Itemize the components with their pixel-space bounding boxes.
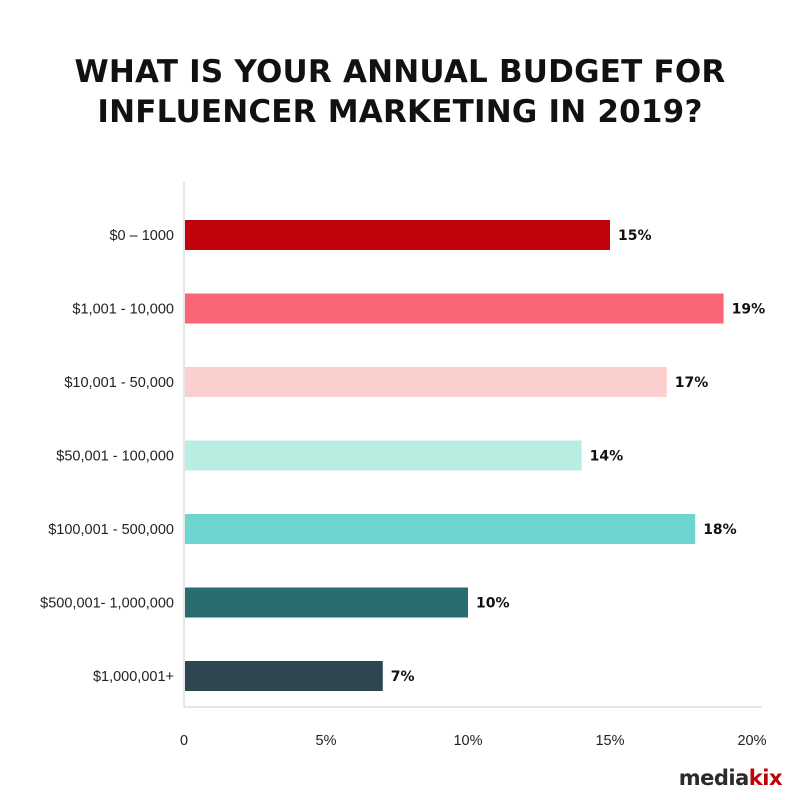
x-tick-label-4: 20% [737, 733, 766, 749]
logo-text-media: media [678, 766, 750, 790]
bar-2 [185, 367, 667, 397]
x-tick-label-0: 0 [180, 733, 188, 749]
mediakix-logo: mediakix [678, 766, 783, 790]
bar-4 [185, 514, 696, 544]
category-label-3: $50,001 - 100,000 [56, 449, 174, 465]
category-label-2: $10,001 - 50,000 [64, 375, 174, 391]
value-label-5: 10% [476, 596, 510, 612]
bar-1 [185, 293, 724, 324]
chart-title-line-2: INFLUENCER MARKETING IN 2019? [97, 94, 703, 130]
value-label-6: 7% [391, 669, 415, 685]
x-tick-label-3: 15% [595, 733, 624, 749]
bar-6 [185, 661, 383, 691]
chart-title-line-1: WHAT IS YOUR ANNUAL BUDGET FOR [74, 54, 726, 90]
bar-3 [185, 440, 582, 471]
labels-layer: $0 – 1000 15% $1,001 - 10,000 19% $10,001 - … [40, 228, 765, 685]
bar-0 [185, 220, 610, 250]
bar-5 [185, 587, 468, 618]
x-tick-label-1: 5% [316, 733, 337, 749]
category-label-5: $500,001- 1,000,000 [40, 596, 174, 612]
logo-text-kix: kix [748, 766, 783, 790]
category-label-6: $1,000,001+ [93, 669, 174, 685]
ticks-layer: 0 5% 10% 15% 20% [180, 733, 767, 749]
value-label-0: 15% [618, 228, 652, 244]
category-label-0: $0 – 1000 [109, 228, 174, 244]
value-label-3: 14% [590, 449, 624, 465]
value-label-2: 17% [675, 375, 709, 391]
value-label-1: 19% [732, 302, 766, 318]
chart-title: WHAT IS YOUR ANNUAL BUDGET FOR INFLUENCE… [0, 52, 800, 132]
bars-layer [185, 220, 724, 691]
x-tick-label-2: 10% [453, 733, 482, 749]
value-label-4: 18% [703, 522, 737, 538]
category-label-1: $1,001 - 10,000 [72, 302, 174, 318]
category-label-4: $100,001 - 500,000 [48, 522, 174, 538]
